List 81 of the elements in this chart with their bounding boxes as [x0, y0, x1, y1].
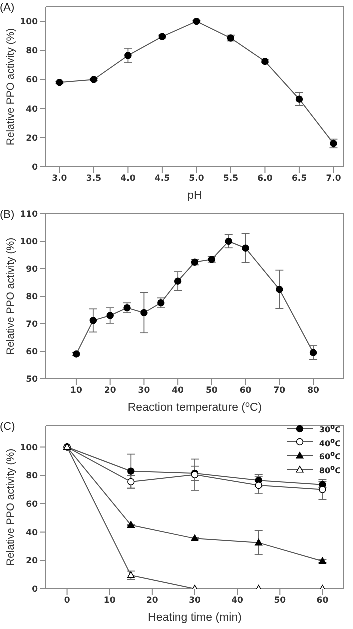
point	[90, 317, 98, 324]
point	[56, 79, 64, 86]
x-tick-label: 30	[138, 386, 150, 396]
point	[242, 244, 250, 252]
point	[319, 486, 326, 494]
x-tick-label: 0	[64, 596, 70, 606]
y-tick-label: 100	[20, 18, 38, 28]
y-tick-label: 70	[26, 320, 38, 330]
x-tick-label: 60	[240, 386, 252, 396]
y-axis-title: Relative PPO activity (%)	[5, 448, 17, 566]
x-axis-title: Heating time (min)	[148, 612, 242, 624]
y-tick-label: 20	[26, 134, 38, 144]
legend-label: 40$^{o}$C	[319, 436, 341, 450]
y-tick-label: 50	[26, 375, 38, 386]
chart-title: (C)	[0, 421, 16, 433]
x-tick-label: 20	[146, 596, 158, 606]
x-tick-label: 4.5	[154, 174, 170, 184]
x-tick-label: 6.0	[258, 174, 273, 184]
x-axis-title: pH	[188, 190, 202, 202]
y-tick-label: 20	[26, 556, 38, 567]
point	[193, 18, 200, 26]
x-tick-label: 50	[206, 386, 218, 396]
chart-title: (B)	[0, 209, 15, 221]
y-tick-label: 40	[26, 104, 38, 115]
y-tick-label: 110	[20, 210, 38, 220]
point	[72, 350, 80, 358]
x-tick-label: 6.5	[292, 174, 308, 184]
point	[262, 58, 269, 66]
point	[106, 312, 114, 320]
x-tick-label: 40	[232, 596, 244, 606]
x-tick-label: 5.0	[189, 174, 204, 184]
point	[276, 286, 284, 294]
y-axis-title: Relative PPO activity (%)	[5, 28, 17, 146]
point	[296, 96, 304, 103]
y-tick-label: 60	[26, 500, 38, 510]
legend-label: 60$^{o}$C	[319, 449, 341, 463]
y-tick-label: 60	[26, 76, 38, 86]
y-tick-label: 80	[26, 292, 38, 303]
x-tick-label: 80	[308, 386, 320, 396]
point	[128, 468, 135, 475]
y-tick-label: 90	[26, 265, 38, 276]
x-axis-title: Reaction temperature ($^{o}$C)	[128, 400, 262, 414]
point	[124, 52, 132, 60]
x-tick-label: 5.5	[223, 174, 239, 184]
point	[310, 349, 318, 356]
point	[318, 557, 327, 564]
point	[191, 534, 199, 542]
point	[127, 521, 135, 528]
x-tick-label: 20	[104, 386, 116, 396]
y-tick-label: 60	[26, 348, 38, 358]
x-tick-label: 30	[189, 596, 201, 606]
y-axis-title: Relative PPO activity (%)	[5, 238, 17, 356]
point	[225, 238, 232, 246]
x-tick-label: 7.0	[326, 174, 342, 184]
point	[127, 572, 135, 578]
x-tick-label: 4.0	[120, 174, 136, 184]
y-tick-label: 100	[20, 238, 38, 248]
x-tick-label: 40	[172, 386, 184, 396]
x-tick-label: 70	[274, 386, 286, 396]
y-tick-label: 80	[26, 46, 38, 57]
y-tick-label: 80	[26, 472, 38, 482]
point	[128, 478, 135, 486]
x-tick-label: 3.5	[86, 174, 102, 184]
point	[90, 76, 98, 84]
y-tick-label: 100	[20, 443, 38, 454]
point	[255, 538, 263, 546]
x-tick-label: 3.0	[52, 174, 68, 184]
legend-label: 80$^{o}$C	[319, 462, 341, 477]
point	[255, 482, 262, 490]
y-tick-label: 40	[26, 528, 38, 538]
y-tick-label: 0	[32, 585, 38, 596]
point	[158, 300, 165, 307]
x-tick-label: 60	[316, 596, 329, 606]
y-tick-label: 0	[32, 163, 38, 174]
x-tick-label: 10	[70, 386, 82, 396]
legend-label: 30$^{o}$C	[319, 422, 341, 436]
x-tick-label: 50	[274, 596, 286, 606]
point	[140, 309, 148, 317]
chart-title: (A)	[0, 2, 15, 14]
x-tick-label: 10	[104, 596, 116, 606]
point	[174, 278, 182, 285]
